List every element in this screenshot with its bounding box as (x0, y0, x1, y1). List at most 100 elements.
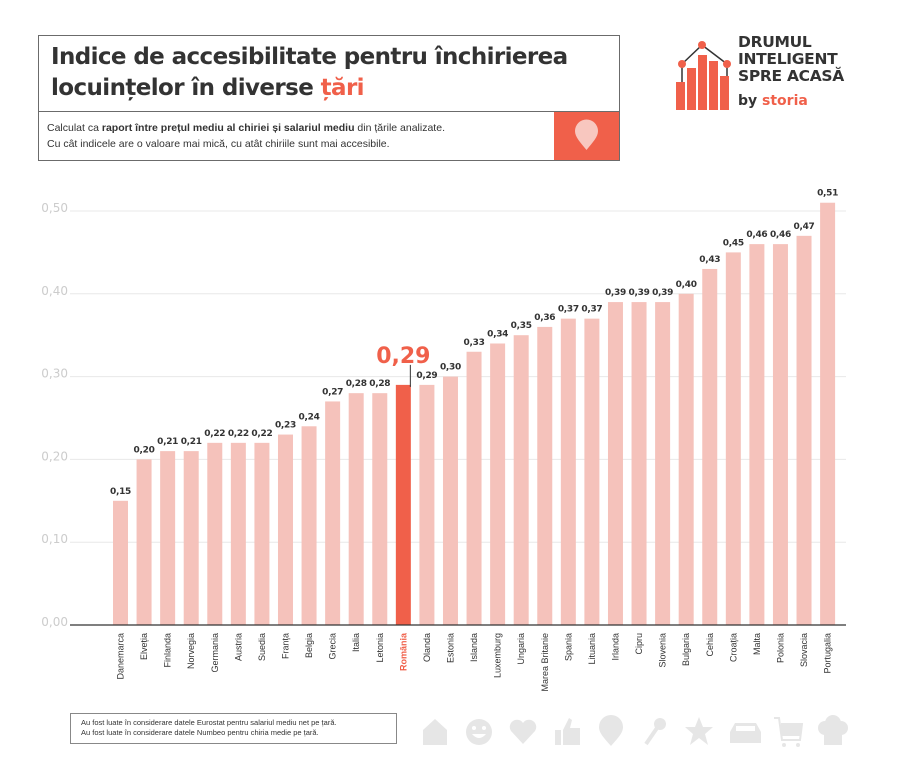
bar (537, 326, 553, 625)
y-tick-label: 0,50 (41, 201, 68, 215)
logo-brand: storia (762, 93, 808, 109)
x-tick-label: Portugalia (823, 633, 833, 674)
value-label: 0,30 (440, 363, 461, 373)
value-label: 0,24 (299, 412, 320, 422)
logo-line2: INTELIGENT (738, 50, 838, 68)
value-label: 0,34 (487, 329, 508, 339)
smiley-icon (464, 712, 508, 752)
bar (678, 293, 694, 625)
subtitle-box: Calculat ca raport între prețul mediu al… (38, 111, 620, 161)
x-tick-label: Austria (233, 633, 243, 661)
bar (325, 401, 341, 625)
x-tick-label: Danemarca (116, 633, 126, 680)
x-tick-label: Grecia (328, 633, 338, 660)
y-tick-label: 0,10 (41, 532, 68, 546)
bar (820, 202, 836, 625)
x-tick-label: Olanda (422, 633, 432, 662)
value-label: 0,39 (629, 288, 650, 298)
bar (749, 244, 765, 625)
logo-chart-icon (676, 41, 731, 110)
value-label: 0,21 (157, 437, 178, 447)
value-label: 0,29 (416, 371, 437, 381)
title-accent: țări (320, 75, 365, 101)
value-label: 0,15 (110, 487, 131, 497)
logo-line1: DRUMUL (738, 33, 812, 51)
bar (772, 244, 788, 625)
bar (277, 434, 293, 625)
subtitle-post: din țările analizate. (354, 122, 445, 134)
bar (796, 235, 812, 625)
x-tick-label: Elveția (139, 633, 149, 660)
value-label: 0,28 (346, 379, 367, 389)
map-pin-icon (575, 119, 598, 150)
x-tick-label: Irlanda (610, 633, 620, 661)
subtitle-bold: raport între prețul mediu al chiriei și … (101, 122, 355, 134)
x-tick-label: Cehia (705, 633, 715, 657)
x-tick-label: Letonia (375, 633, 385, 663)
value-label: 0,21 (181, 437, 202, 447)
car-icon (728, 712, 772, 752)
source-notes: Au fost luate în considerare datele Euro… (70, 713, 397, 744)
bar (466, 351, 482, 625)
value-label: 0,27 (322, 387, 343, 397)
x-tick-label: Croația (728, 633, 738, 662)
title-line1: Indice de accesibilitate pentru închirie… (51, 44, 568, 70)
x-tick-label: Polonia (775, 633, 785, 663)
value-label: 0,37 (558, 305, 579, 315)
logo: DRUMUL INTELIGENT SPRE ACASĂ by storia (672, 30, 872, 115)
value-label: 0,37 (581, 305, 602, 315)
bar (513, 335, 529, 625)
x-tick-label: Belgia (304, 633, 314, 658)
bar (419, 384, 435, 625)
highlight-value-label: 0,29 (376, 344, 430, 369)
x-tick-label: Ungaria (516, 633, 526, 665)
value-label: 0,39 (652, 288, 673, 298)
x-tick-label: Luxemburg (493, 633, 503, 678)
bar-chart: 0,00 0,10 0,20 0,30 0,40 0,50 0,15 Danemarca 0,2… (41, 189, 846, 692)
logo-line3: SPRE ACASĂ (738, 67, 844, 85)
value-label: 0,22 (204, 429, 225, 439)
x-tick-label: Marea Britanie (540, 633, 550, 692)
key-icon (640, 712, 684, 752)
bar (702, 268, 718, 625)
bar (113, 500, 128, 625)
x-tick-label: Finlanda (163, 633, 173, 668)
x-tick-label: Lituania (587, 633, 597, 665)
bar (442, 376, 458, 625)
x-tick-label: Estonia (445, 633, 455, 663)
bar (607, 302, 623, 625)
bar (395, 384, 411, 625)
logo-by: by storia (738, 93, 808, 109)
bar (372, 393, 388, 625)
value-label: 0,39 (605, 288, 626, 298)
star-icon (684, 712, 728, 752)
bar (560, 318, 576, 625)
bar (490, 343, 506, 625)
bar (655, 302, 671, 625)
x-tick-label: Bulgaria (681, 633, 691, 666)
value-label: 0,33 (464, 338, 485, 348)
heart-icon (508, 712, 552, 752)
page-title: Indice de accesibilitate pentru închirie… (51, 42, 568, 104)
bar (136, 459, 152, 625)
x-tick-label: Italia (351, 633, 361, 652)
y-tick-label: 0,00 (41, 615, 68, 629)
value-label: 0,46 (770, 230, 791, 240)
subtitle: Calculat ca raport între prețul mediu al… (47, 120, 445, 152)
x-tick-label: Cipru (634, 633, 644, 655)
value-label: 0,20 (134, 445, 155, 455)
x-tick-label: Slovenia (658, 633, 668, 668)
value-label: 0,46 (746, 230, 767, 240)
x-tick-label: Suedia (257, 633, 267, 661)
bar (207, 442, 223, 625)
title-box: Indice de accesibilitate pentru închirie… (38, 35, 620, 111)
note-line2: Au fost luate în considerare datele Numb… (81, 728, 319, 737)
x-tick-label: Spania (563, 633, 573, 661)
x-tick-label: Germania (210, 633, 220, 673)
pin-badge (554, 112, 619, 160)
bar (584, 318, 600, 625)
value-label: 0,35 (511, 321, 532, 331)
value-label: 0,40 (676, 280, 697, 290)
value-label: 0,45 (723, 238, 744, 248)
value-label: 0,28 (369, 379, 390, 389)
